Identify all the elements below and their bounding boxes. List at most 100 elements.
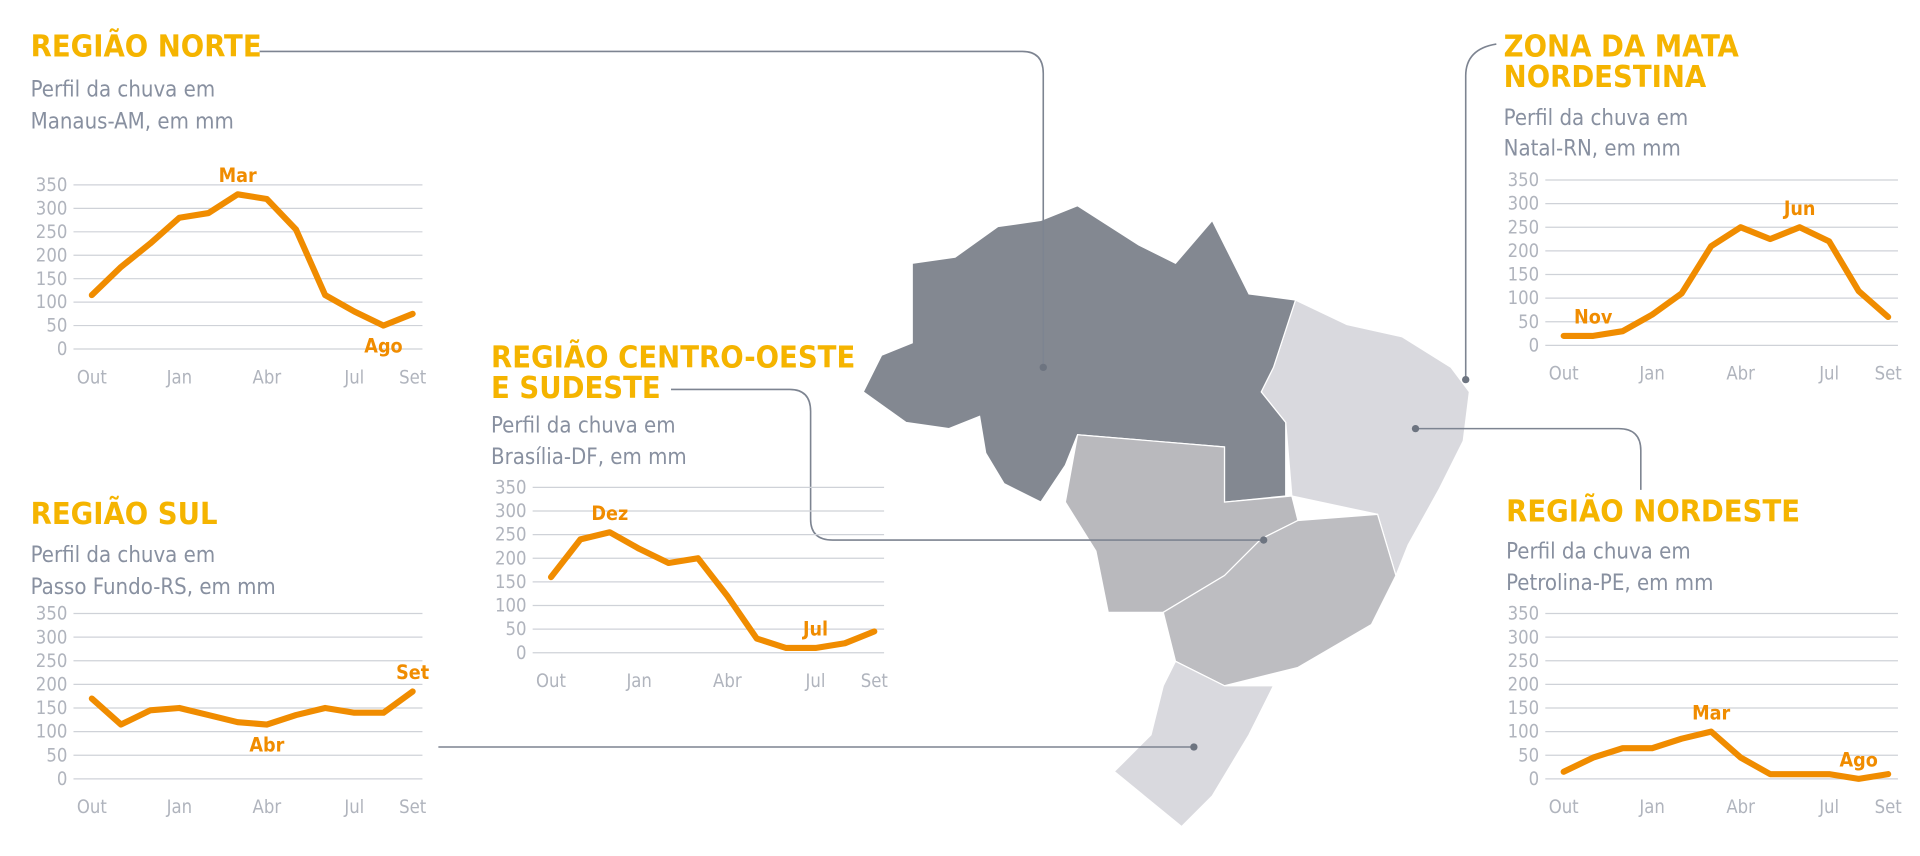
x-tick-label: Jul	[1818, 797, 1839, 818]
annotation: Abr	[249, 733, 284, 756]
rain-line	[1560, 728, 1892, 782]
x-tick-label: Set	[1875, 797, 1903, 818]
x-tick-label: Set	[399, 367, 427, 388]
y-tick-label: 50	[46, 316, 67, 337]
x-tick-label: Set	[1875, 364, 1903, 385]
y-tick-label: 150	[495, 572, 527, 593]
x-tick-label: Out	[1549, 797, 1579, 818]
x-tick-label: Jul	[805, 671, 826, 692]
x-tick-label: Out	[536, 671, 566, 692]
y-tick-label: 250	[1508, 217, 1540, 238]
x-tick-label: Abr	[713, 671, 742, 692]
y-tick-label: 200	[1508, 675, 1540, 696]
chart-title: E SUDESTE	[491, 371, 661, 406]
y-tick-label: 150	[36, 269, 68, 290]
x-tick-label: Abr	[253, 367, 282, 388]
chart-title: REGIÃO CENTRO-OESTE	[491, 338, 855, 375]
chart-subtitle: Natal-RN, em mm	[1504, 137, 1681, 162]
leader-line	[1415, 427, 1642, 490]
x-tick-label: Abr	[1726, 797, 1755, 818]
y-tick-label: 100	[36, 292, 68, 313]
y-tick-label: 300	[36, 627, 68, 648]
leader-line	[259, 50, 1045, 368]
x-tick-label: Abr	[1726, 364, 1755, 385]
y-tick-label: 300	[1508, 194, 1540, 215]
annotation: Set	[396, 661, 430, 684]
leader-lines	[259, 43, 1642, 748]
chart-subtitle: Perfil da chuva em	[1504, 106, 1689, 131]
rain-line	[88, 191, 416, 329]
y-tick-label: 100	[1508, 288, 1540, 309]
chart-subtitle: Perfil da chuva em	[31, 543, 216, 568]
x-tick-label: Out	[77, 367, 107, 388]
y-tick-label: 350	[36, 604, 68, 625]
leader-dot	[1411, 424, 1420, 433]
y-tick-label: 50	[506, 619, 527, 640]
chart-title: ZONA DA MATA	[1504, 29, 1740, 64]
x-tick-label: Jan	[1638, 797, 1664, 818]
y-tick-label: 350	[36, 175, 68, 196]
y-tick-label: 50	[46, 745, 67, 766]
y-tick-label: 0	[57, 769, 68, 790]
y-tick-label: 0	[57, 339, 68, 360]
leader-dot	[1039, 363, 1047, 372]
y-tick-label: 350	[1508, 170, 1540, 191]
y-tick-label: 200	[495, 548, 527, 569]
y-tick-label: 150	[1508, 265, 1540, 286]
annotation: Jun	[1783, 197, 1816, 220]
x-tick-label: Abr	[253, 797, 282, 818]
x-tick-label: Jul	[343, 797, 364, 818]
x-tick-label: Jul	[1818, 364, 1839, 385]
annotation: Ago	[364, 335, 402, 358]
leader-dots	[1039, 363, 1470, 751]
x-tick-label: Out	[77, 797, 107, 818]
annotation: Dez	[591, 502, 628, 525]
annotation: Ago	[1839, 749, 1877, 772]
leader-dot	[1190, 743, 1198, 751]
chart-subtitle: Perfil da chuva em	[1506, 539, 1691, 564]
x-tick-label: Set	[861, 671, 889, 692]
annotation: Nov	[1574, 306, 1613, 329]
x-tick-label: Set	[399, 797, 427, 818]
x-tick-label: Jul	[343, 367, 364, 388]
chart-title: NORDESTINA	[1504, 60, 1707, 95]
chart-subtitle: Brasília-DF, em mm	[491, 445, 687, 470]
leader-dot	[1462, 375, 1470, 384]
chart-subtitle: Manaus-AM, em mm	[31, 110, 234, 135]
y-tick-label: 300	[1508, 627, 1540, 648]
x-tick-label: Jan	[166, 797, 192, 818]
leader-line	[1464, 43, 1497, 380]
y-tick-label: 300	[36, 198, 68, 219]
chart-subtitle: Perfil da chuva em	[31, 78, 216, 103]
x-tick-label: Jan	[1638, 364, 1664, 385]
chart-subtitle: Passo Fundo-RS, em mm	[31, 575, 276, 600]
x-tick-label: Jan	[166, 367, 192, 388]
rain-line	[88, 688, 416, 728]
rain-line	[1560, 224, 1892, 339]
y-tick-label: 350	[1508, 604, 1540, 625]
y-tick-label: 250	[495, 525, 527, 546]
y-tick-label: 0	[1529, 769, 1540, 790]
y-tick-label: 300	[495, 501, 527, 522]
y-tick-label: 200	[36, 675, 68, 696]
y-tick-label: 200	[36, 245, 68, 266]
rain-line	[547, 529, 878, 652]
annotation: Mar	[1692, 701, 1730, 724]
x-tick-label: Jan	[625, 671, 651, 692]
chart-title: REGIÃO NORTE	[31, 27, 262, 64]
y-tick-label: 250	[36, 651, 68, 672]
chart-subtitle: Petrolina-PE, em mm	[1506, 571, 1713, 596]
y-tick-label: 0	[1529, 335, 1540, 356]
y-tick-label: 50	[1518, 745, 1539, 766]
annotation: Jul	[802, 618, 828, 641]
y-tick-label: 250	[1508, 651, 1540, 672]
leader-dot	[1260, 536, 1268, 544]
y-tick-label: 250	[36, 222, 68, 243]
y-tick-label: 0	[516, 643, 527, 664]
x-tick-label: Out	[1549, 364, 1579, 385]
y-tick-label: 100	[495, 596, 527, 617]
y-tick-label: 200	[1508, 241, 1540, 262]
chart-title: REGIÃO SUL	[31, 495, 218, 532]
